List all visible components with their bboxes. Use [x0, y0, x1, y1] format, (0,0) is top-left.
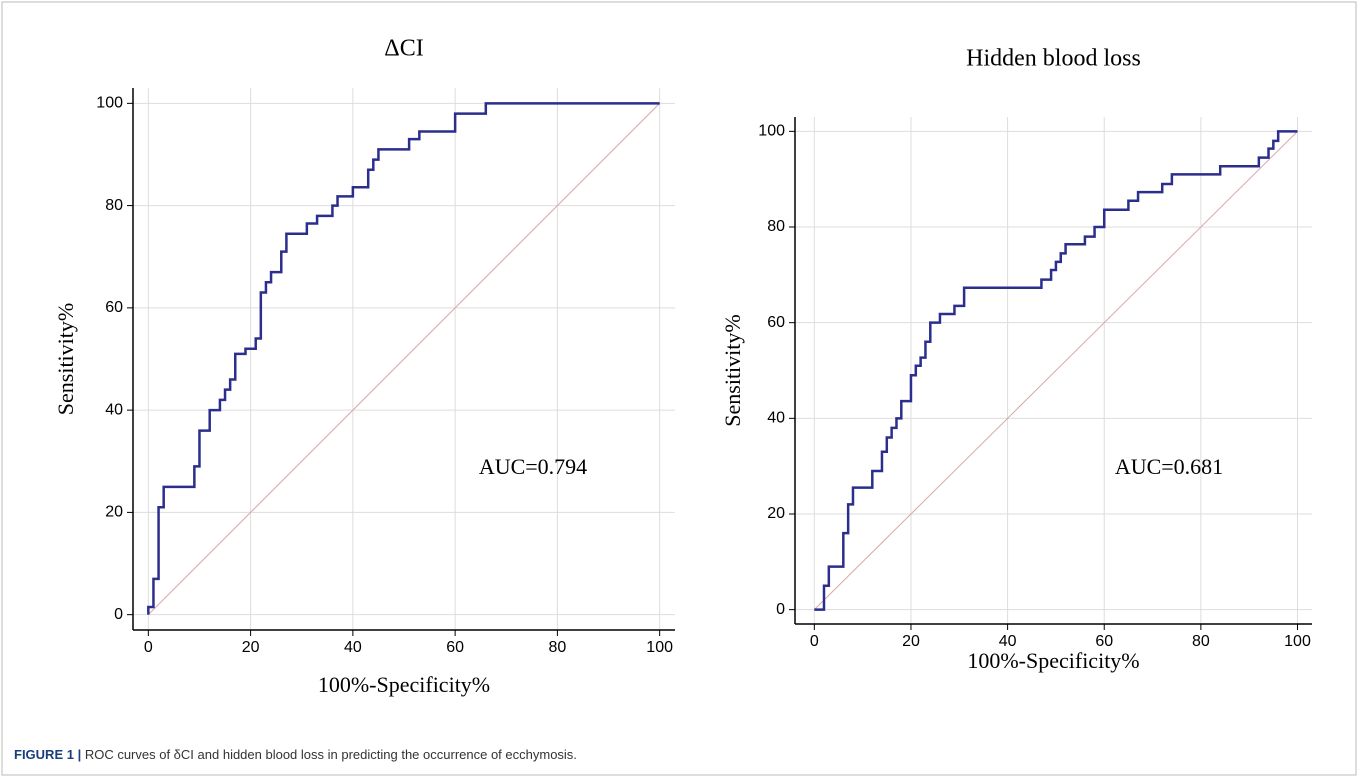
- x-tick-label: 80: [548, 639, 566, 656]
- roc-line: [814, 130, 1298, 611]
- roc-line: [147, 102, 660, 615]
- x-tick-label: 60: [1095, 633, 1113, 650]
- x-tick-label: 40: [344, 639, 362, 656]
- y-tick-label: 0: [114, 606, 123, 623]
- x-tick-label: 0: [144, 639, 153, 656]
- caption-label: FIGURE 1 |: [14, 747, 81, 762]
- y-axis-label: Sensitivity%: [720, 314, 745, 426]
- y-tick-label: 60: [767, 314, 785, 331]
- y-axis-label: Sensitivity%: [53, 303, 78, 415]
- x-tick-label: 20: [242, 639, 260, 656]
- y-tick-label: 20: [767, 505, 785, 522]
- annotation: AUC=0.794: [479, 454, 587, 479]
- y-tick-label: 20: [105, 504, 123, 521]
- y-tick-label: 80: [767, 218, 785, 235]
- y-tick-label: 40: [105, 401, 123, 418]
- y-tick-label: 100: [758, 123, 785, 140]
- x-tick-label: 100: [646, 639, 673, 656]
- caption: FIGURE 1 | ROC curves of δCI and hidden …: [14, 747, 577, 762]
- x-tick-label: 0: [810, 633, 819, 650]
- x-axis-label: 100%-Specificity%: [967, 648, 1139, 673]
- y-tick-label: 40: [767, 410, 785, 427]
- x-tick-label: 100: [1284, 633, 1311, 650]
- x-axis-label: 100%-Specificity%: [318, 672, 490, 697]
- x-tick-label: 20: [902, 633, 920, 650]
- caption-text: ROC curves of δCI and hidden blood loss …: [85, 747, 577, 762]
- y-tick-label: 0: [776, 601, 785, 618]
- x-tick-label: 60: [446, 639, 464, 656]
- x-tick-label: 80: [1192, 633, 1210, 650]
- chart-title: Hidden blood loss: [966, 46, 1141, 72]
- roc-line: [147, 102, 661, 616]
- annotation: AUC=0.681: [1115, 454, 1223, 479]
- y-tick-label: 80: [105, 197, 123, 214]
- y-tick-label: 60: [105, 299, 123, 316]
- x-tick-label: 40: [999, 633, 1017, 650]
- roc-line: [813, 130, 1298, 611]
- chart-title: ΔCI: [384, 36, 423, 62]
- y-tick-label: 100: [96, 95, 123, 112]
